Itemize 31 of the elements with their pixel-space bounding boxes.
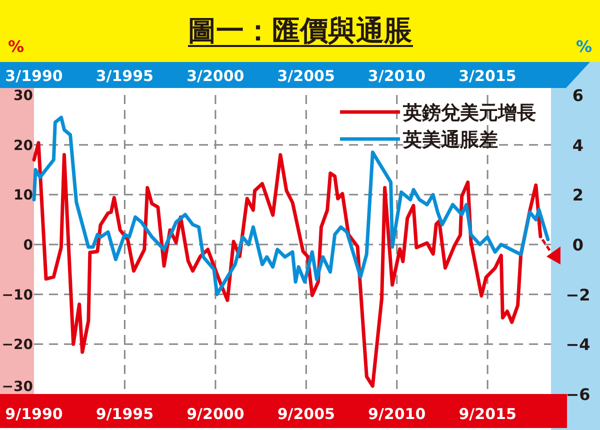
y-axis-title: %	[576, 37, 592, 56]
x2-tick-label: 3/2005	[277, 67, 335, 85]
chart-title: 圖一：匯價與通脹	[188, 14, 413, 47]
x2-tick-label: 3/2000	[186, 67, 244, 85]
y-tick-label: −2	[566, 285, 590, 304]
legend-label: 英美通脹差	[402, 129, 498, 151]
y2-tick-label: −20	[2, 337, 34, 354]
legend-label: 英鎊兌美元增長	[402, 102, 536, 124]
y2-tick-label: 10	[14, 188, 34, 204]
y2-tick-label: 30	[14, 88, 34, 104]
x2-tick-label: 3/2010	[368, 67, 426, 85]
x-tick-label: 9/1990	[5, 405, 63, 423]
x2-tick-label: 3/2015	[458, 67, 516, 85]
y2-tick-label: 20	[14, 138, 34, 154]
x-tick-label: 9/1995	[96, 405, 154, 423]
x-tick-label: 9/2010	[368, 405, 426, 423]
x2-tick-label: 3/1990	[5, 67, 63, 85]
y2-axis-title: %	[8, 37, 24, 56]
y2-tick-label: 0	[23, 238, 34, 254]
y-tick-label: 4	[572, 136, 584, 155]
y-tick-label: −4	[566, 335, 590, 354]
x2-tick-label: 3/1995	[96, 67, 154, 85]
y2-tick-label: −30	[2, 379, 34, 395]
y2-tick-label: −10	[2, 287, 34, 304]
y-tick-label: 0	[572, 236, 584, 254]
y-tick-label: −6	[566, 385, 590, 404]
x-tick-label: 9/2000	[186, 405, 244, 423]
y-tick-label: 2	[572, 186, 584, 205]
x-tick-label: 9/2005	[277, 405, 335, 423]
x-tick-label: 9/2015	[458, 405, 516, 423]
y-tick-label: 6	[572, 86, 584, 105]
